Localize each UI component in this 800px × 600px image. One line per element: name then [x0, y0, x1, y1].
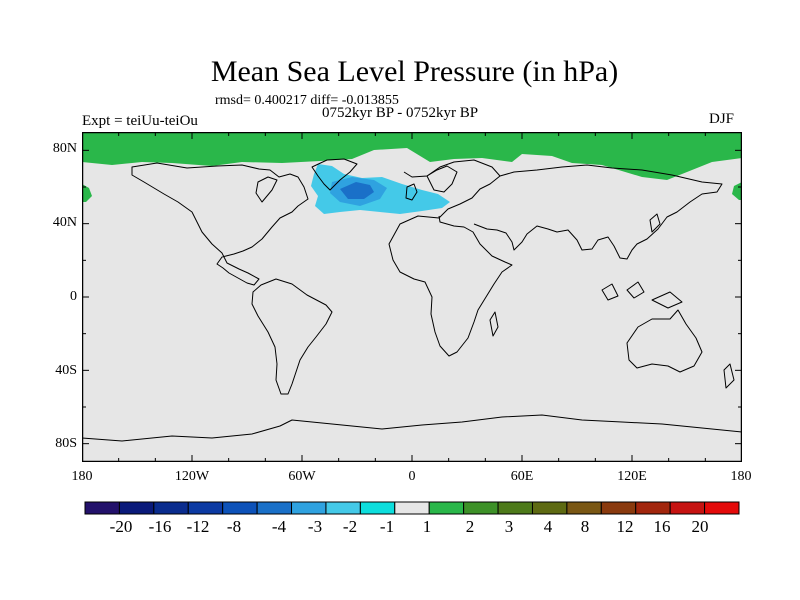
x-tick-label: 120W — [174, 469, 210, 484]
indonesia-2 — [626, 281, 645, 299]
colorbar-label: -3 — [307, 517, 323, 536]
colorbar-swatch — [600, 501, 637, 515]
colorbar-swatch — [497, 501, 533, 515]
experiment-label: Expt = teiUu-teiOu — [82, 113, 198, 129]
indonesia-1 — [601, 283, 619, 301]
colorbar-label: -4 — [271, 517, 287, 536]
x-tick-label: 0 — [408, 469, 416, 484]
colorbar-label: -2 — [342, 517, 358, 536]
period-label: 0752kyr BP - 0752kyr BP — [322, 105, 479, 121]
x-tick-label: 60E — [510, 469, 534, 484]
colorbar-label: 12 — [616, 517, 634, 536]
chart-title: Mean Sea Level Pressure (in hPa) — [210, 55, 619, 88]
colorbar-label: 1 — [422, 517, 432, 536]
scandinavia — [426, 165, 458, 193]
colorbar-label: -8 — [226, 517, 242, 536]
colorbar-swatch — [118, 501, 155, 515]
colorbar-label: 8 — [580, 517, 590, 536]
colorbar-swatch — [222, 501, 258, 515]
greenland-coast — [311, 158, 358, 191]
colorbar-label: 3 — [504, 517, 514, 536]
map-plot — [82, 132, 742, 462]
madagascar — [489, 311, 499, 337]
y-tick-label: 40N — [52, 215, 77, 230]
colorbar-label: 20 — [691, 517, 709, 536]
pacific-high-left — [82, 184, 92, 202]
antarctica-coast — [82, 414, 742, 442]
season-label: DJF — [709, 111, 735, 127]
y-tick-label: 80S — [55, 436, 77, 451]
colorbar — [84, 501, 740, 515]
hudson-bay — [255, 176, 278, 203]
colorbar-swatch — [187, 501, 224, 515]
y-tick-label: 0 — [70, 289, 77, 304]
map-background — [82, 132, 742, 462]
colorbar-swatch — [394, 501, 430, 515]
europe-africa-coast — [388, 159, 513, 357]
y-tick-label: 80N — [52, 141, 77, 156]
colorbar-label: 16 — [653, 517, 671, 536]
colorbar-swatch — [84, 501, 120, 515]
north-america-coast — [131, 162, 309, 286]
colorbar-swatch — [463, 501, 499, 515]
new-zealand — [723, 363, 735, 389]
colorbar-swatch — [325, 501, 361, 515]
colorbar-boxes — [84, 501, 740, 515]
colorbar-swatch — [704, 501, 740, 515]
colorbar-label: -12 — [186, 517, 210, 536]
colorbar-label: -1 — [379, 517, 395, 536]
x-tick-label: 60W — [288, 469, 316, 484]
south-america-coast — [251, 278, 333, 395]
colorbar-swatch — [566, 501, 602, 515]
new-guinea — [651, 291, 683, 309]
colorbar-label: 4 — [543, 517, 553, 536]
colorbar-label: -20 — [109, 517, 133, 536]
eurasia-coast — [473, 164, 723, 260]
stats-label: rmsd= 0.400217 diff= -0.013855 — [215, 93, 399, 108]
colorbar-swatch — [669, 501, 706, 515]
colorbar-swatch — [531, 501, 568, 515]
coastlines — [82, 158, 742, 442]
colorbar-label: -16 — [148, 517, 172, 536]
australia-coast — [626, 309, 703, 373]
japan — [649, 213, 661, 233]
arctic-high-region — [82, 132, 742, 180]
colorbar-swatch — [635, 501, 671, 515]
colorbar-swatch — [359, 501, 396, 515]
north-atlantic-center-region — [340, 182, 374, 199]
colorbar-swatch — [291, 501, 327, 515]
x-tick-label: 120E — [617, 469, 647, 484]
x-tick-label: 180 — [730, 469, 752, 484]
x-tick-label: 180 — [71, 469, 93, 484]
colorbar-swatch — [256, 501, 293, 515]
y-tick-label: 40S — [55, 363, 77, 378]
british-isles — [405, 183, 418, 201]
colorbar-swatch — [153, 501, 189, 515]
colorbar-label: 2 — [465, 517, 475, 536]
colorbar-swatch — [428, 501, 465, 515]
